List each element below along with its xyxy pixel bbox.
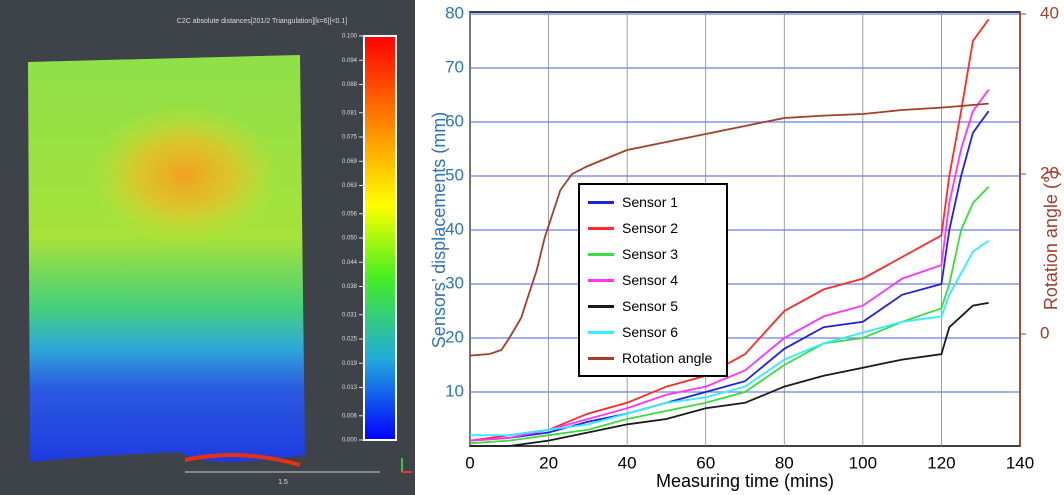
series-line [469,102,989,357]
colorbar-tick-label: 0.056 [342,211,358,217]
hot-zone [90,105,280,245]
legend-swatch [588,200,614,204]
series-line [469,89,990,442]
x-axis-label: Measuring time (mins) [656,471,834,491]
y-tick-label: 70 [445,57,464,76]
colorbar-tick-label: 0.075 [342,135,358,141]
x-tick-label: 140 [1006,453,1034,472]
series-line [469,18,990,442]
y2-tick-label: 20 [1040,163,1059,182]
colorbar-tick-label: 0.088 [342,82,358,88]
x-tick-label: 40 [618,453,637,472]
legend-item: Sensor 1 [580,189,726,215]
legend-label: Sensor 1 [622,194,679,210]
legend-item: Sensor 4 [580,267,726,293]
legend-swatch [588,278,614,282]
legend-item: Sensor 5 [580,293,726,319]
colorbar-tick-label: 0.063 [342,183,358,189]
colorbar [363,35,397,441]
legend-label: Sensor 3 [622,246,679,262]
colorbar-title: C2C absolute distances[201/2 Triangulati… [177,18,347,25]
y-tick-label: 10 [445,381,464,400]
edge-highlight [184,453,301,467]
scale-label: 1.5 [278,479,288,486]
x-tick-label: 60 [696,453,715,472]
series-line [470,302,989,447]
x-tick-label: 0 [465,453,474,472]
legend-item: Sensor 2 [580,215,726,241]
legend-item: Sensor 3 [580,241,726,267]
colorbar-tick-label: 0.000 [342,438,358,444]
colorbar-tick-label: 0.100 [342,34,358,40]
colorbar-tick-label: 0.031 [342,312,358,318]
legend-swatch [588,356,614,360]
colorbar-tick-label: 0.019 [342,361,358,367]
y-tick-label: 50 [445,165,464,184]
legend-label: Sensor 2 [622,220,679,236]
x-tick-label: 100 [849,453,877,472]
series-line [469,186,990,445]
y-axis-label: Sensors’ displacements (mm) [429,112,449,348]
colorbar-tick-label: 0.006 [342,413,358,419]
y-tick-label: 40 [445,219,464,238]
colorbar-tick-label: 0.050 [342,236,358,242]
colorbar-tick-label: 0.044 [342,260,358,266]
colorbar-tick-label: 0.081 [342,110,358,116]
legend-label: Sensor 4 [622,272,679,288]
y2-tick-label: 40 [1040,3,1059,22]
y-tick-label: 80 [445,3,464,22]
legend-swatch [588,330,614,334]
legend-swatch [588,252,614,256]
series-line [470,240,990,437]
x-tick-label: 20 [539,453,558,472]
colorbar-tick-label: 0.038 [342,284,358,290]
legend-item: Sensor 6 [580,319,726,345]
x-tick-label: 80 [775,453,794,472]
colorbar-tick-label: 0.013 [342,385,358,391]
x-tick-label: 120 [927,453,955,472]
colorbar-tick-label: 0.069 [342,159,358,165]
legend-label: Sensor 5 [622,298,679,314]
legend-swatch [588,226,614,230]
y2-axis-label: Rotation angle (°) [1041,170,1061,310]
y-tick-label: 30 [445,273,464,292]
colorbar-tick-label: 0.094 [342,58,358,64]
y-tick-label: 20 [445,327,464,346]
legend: Sensor 1 Sensor 2 Sensor 3 Sensor 4 Sensor 5… [578,183,728,377]
legend-label: Rotation angle [622,350,713,366]
y-tick-label: 60 [445,111,464,130]
legend-label: Sensor 6 [622,324,679,340]
colorbar-tick-label: 0.025 [342,337,358,343]
legend-swatch [588,304,614,308]
y2-tick-label: 0 [1040,323,1049,342]
legend-item: Rotation angle [580,345,726,371]
